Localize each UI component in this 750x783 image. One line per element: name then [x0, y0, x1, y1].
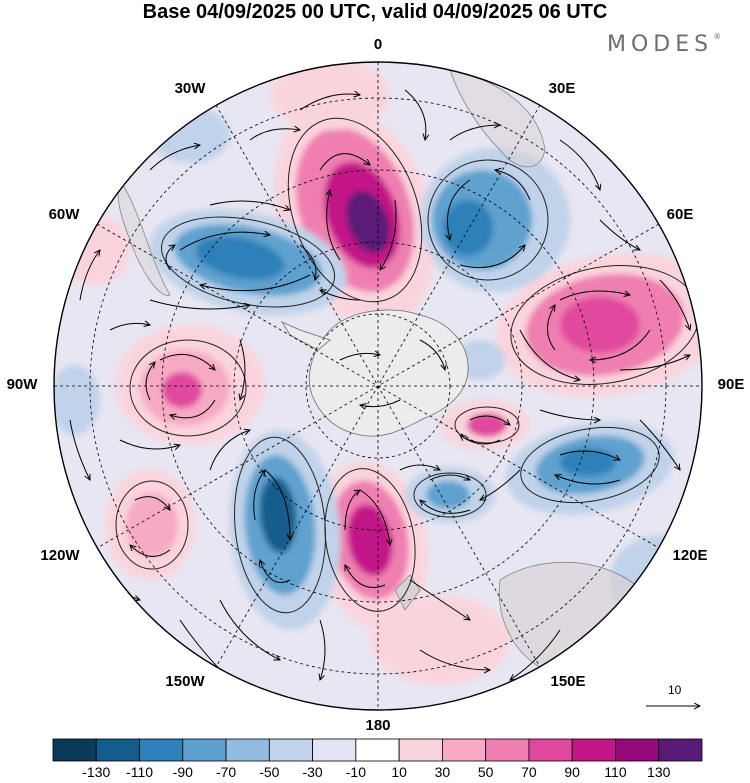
lon-label-120w: 120W [40, 547, 80, 564]
colorbar-tick-label: 10 [391, 764, 407, 780]
anomaly-high [346, 191, 390, 253]
colorbar-swatch [398, 738, 443, 762]
anomaly-low [443, 200, 493, 256]
antarctica-landmass [308, 309, 469, 437]
colorbar-swatch [355, 738, 400, 762]
lon-label-90w: 90W [6, 376, 38, 393]
anomaly-low [426, 481, 470, 509]
colorbar-tick-label: -110 [126, 764, 154, 780]
colorbar-swatch [658, 738, 703, 762]
lon-label-0: 0 [373, 36, 383, 53]
colorbar-swatch [615, 738, 660, 762]
contour-lines [115, 117, 700, 614]
map-title: Base 04/09/2025 00 UTC, valid 04/09/2025… [142, 1, 608, 23]
anomaly-field [54, 62, 702, 710]
colorbar-tick-label: -70 [215, 764, 237, 780]
colorbar-swatch [52, 738, 97, 762]
colorbar-swatch [312, 738, 357, 762]
colorbar-swatch [139, 738, 184, 762]
colorbar-swatch [95, 738, 140, 762]
lon-label-120e: 120E [672, 547, 708, 564]
colorbar-swatch [528, 738, 573, 762]
colorbar-tick-label: 130 [647, 764, 671, 780]
anomaly-high [162, 372, 202, 408]
antarctic-peninsula [280, 321, 331, 351]
south-america-landmass [117, 179, 171, 296]
anomaly-high [467, 413, 507, 437]
lon-label-150w: 150W [165, 673, 205, 690]
anomaly-high [560, 297, 640, 353]
anomaly-low [259, 477, 297, 553]
map-boundary [53, 61, 703, 711]
lon-label-60w: 60W [48, 206, 80, 223]
lon-label-30w: 30W [174, 80, 206, 97]
reference-vector-label: 10 [668, 683, 682, 697]
anomaly-high [270, 62, 390, 130]
anomaly-low [54, 365, 100, 435]
colorbar-tick-label: -130 [82, 764, 111, 780]
anomaly-high [126, 493, 178, 557]
modes-logo: MODES® [607, 32, 722, 57]
colorbar-tick-label: 110 [604, 764, 627, 780]
africa-landmass [449, 69, 546, 168]
colorbar-swatch [485, 738, 530, 762]
colorbar-swatch [268, 738, 314, 762]
colorbar-swatch [441, 738, 487, 762]
new-zealand-landmass [394, 574, 421, 611]
colorbar-tick-label: 30 [434, 764, 451, 780]
colorbar-tick-label: 90 [564, 764, 580, 780]
colorbar-tick-label: -10 [345, 764, 366, 780]
anomaly-high [370, 595, 510, 685]
lon-label-90e: 90E [717, 376, 745, 393]
colorbar-tick-label: -90 [172, 764, 193, 780]
colorbar-tick-label: 70 [521, 764, 537, 780]
anomaly-high [60, 215, 130, 285]
colorbar-swatch [225, 738, 270, 762]
colorbar [52, 738, 703, 762]
colorbar-swatch [182, 738, 227, 762]
lon-label-180: 180 [365, 717, 391, 734]
anomaly-high [347, 504, 393, 576]
anomaly-low [150, 107, 230, 163]
lon-label-60e: 60E [666, 206, 694, 223]
lon-label-30e: 30E [548, 80, 576, 97]
colorbar-tick-label: -50 [259, 764, 280, 780]
anomaly-low [560, 448, 616, 476]
colorbar-tick-label: -30 [302, 764, 323, 780]
colorbar-tick-label: 50 [477, 764, 494, 780]
anomaly-low [195, 236, 285, 280]
graticule [54, 62, 702, 710]
wind-streamlines [69, 89, 690, 680]
colorbar-swatch [571, 738, 616, 762]
lon-label-150e: 150E [550, 673, 586, 690]
